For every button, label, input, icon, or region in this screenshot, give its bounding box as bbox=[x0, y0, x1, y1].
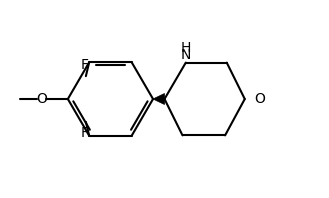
Polygon shape bbox=[153, 93, 164, 105]
Text: F: F bbox=[80, 126, 88, 140]
Text: F: F bbox=[80, 58, 88, 72]
Text: H: H bbox=[181, 41, 191, 55]
Text: O: O bbox=[254, 92, 265, 106]
Text: N: N bbox=[181, 48, 191, 62]
Text: O: O bbox=[36, 92, 47, 106]
